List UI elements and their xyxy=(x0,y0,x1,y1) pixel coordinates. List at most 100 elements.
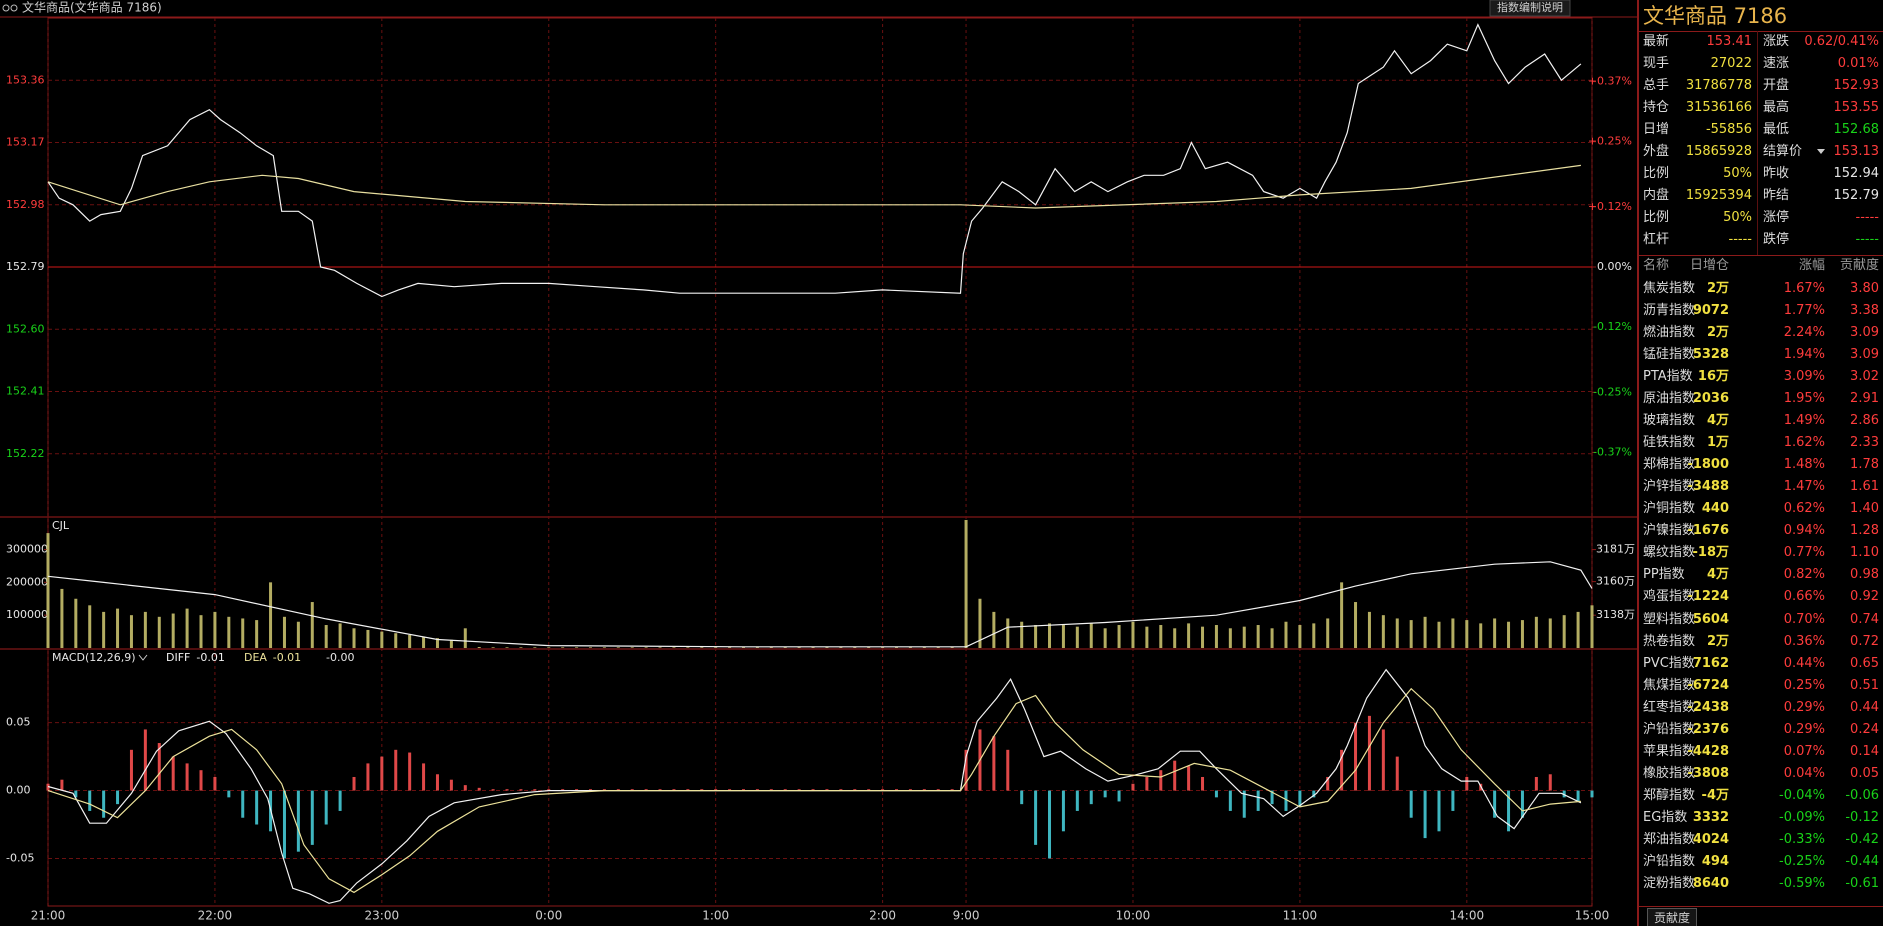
series-line xyxy=(47,164,1581,209)
bar xyxy=(1034,625,1038,648)
index-cell: -0.44 xyxy=(1845,853,1879,869)
index-cell: -0.33% xyxy=(1779,831,1825,847)
index-name[interactable]: EG指数 xyxy=(1643,809,1688,825)
index-cell: 0.51 xyxy=(1850,677,1879,693)
index-name[interactable]: PVC指数 xyxy=(1643,655,1695,671)
index-cell: 0.74 xyxy=(1850,611,1879,627)
bar xyxy=(60,779,64,791)
bar xyxy=(950,647,954,648)
index-name[interactable]: 淀粉指数 xyxy=(1643,875,1696,891)
index-cell: 1.10 xyxy=(1850,545,1879,561)
index-name[interactable]: PP指数 xyxy=(1643,567,1685,583)
bar xyxy=(936,647,940,648)
quote-value: 50% xyxy=(1723,166,1752,181)
index-name[interactable]: 螺纹指数 xyxy=(1643,545,1696,561)
menu-icon[interactable] xyxy=(2,4,10,12)
bar xyxy=(1507,790,1511,832)
index-cell: 0.25% xyxy=(1783,677,1825,693)
index-name[interactable]: 硅铁指数 xyxy=(1643,435,1696,451)
bar xyxy=(296,790,300,852)
index-name[interactable]: 原油指数 xyxy=(1643,391,1696,407)
quote-label: 日增 xyxy=(1643,122,1670,137)
quote-label: 比例 xyxy=(1643,210,1670,225)
bar xyxy=(853,647,857,648)
index-name[interactable]: 鸡蛋指数 xyxy=(1643,589,1696,605)
tab[interactable]: 贡献度 xyxy=(1647,908,1698,926)
x-tick-label: 0:00 xyxy=(535,909,562,923)
index-cell: 0.92 xyxy=(1850,589,1879,605)
index-cell: -0.42 xyxy=(1845,831,1879,847)
button-frame[interactable] xyxy=(1489,0,1571,17)
quote-value: 152.93 xyxy=(1833,78,1880,93)
bar xyxy=(435,774,439,791)
bar xyxy=(1242,790,1246,818)
bar xyxy=(1075,626,1079,648)
bar xyxy=(1228,790,1232,811)
quote-value: 153.55 xyxy=(1833,100,1880,115)
index-cell: -0.04% xyxy=(1779,787,1825,803)
index-name[interactable]: 沪镍指数 xyxy=(1643,523,1696,539)
dropdown-icon[interactable] xyxy=(1817,149,1825,154)
button-label[interactable]: 指数编制说明 xyxy=(1497,0,1563,14)
bar xyxy=(1534,616,1538,648)
bar xyxy=(1256,625,1260,648)
y-tick-label: 152.41 xyxy=(6,385,45,398)
index-name[interactable]: 沥青指数 xyxy=(1643,303,1696,318)
bar xyxy=(338,623,342,648)
y-tick-label: -0.05 xyxy=(6,851,34,864)
index-name[interactable]: 郑棉指数 xyxy=(1643,457,1696,473)
bar xyxy=(1465,776,1469,791)
index-cell: 0.44 xyxy=(1850,699,1879,715)
bar xyxy=(157,743,161,791)
bar xyxy=(811,647,815,648)
index-name[interactable]: 玻璃指数 xyxy=(1643,413,1696,429)
index-name[interactable]: 橡胶指数 xyxy=(1643,765,1696,781)
bar xyxy=(1340,749,1344,791)
bar xyxy=(1214,790,1218,798)
bar xyxy=(435,638,439,648)
index-name[interactable]: 焦炭指数 xyxy=(1643,281,1696,296)
index-name[interactable]: 沪铅指数 xyxy=(1643,853,1696,869)
y2-tick-label: 3138万 xyxy=(1596,608,1635,621)
index-cell: 1.94% xyxy=(1783,347,1825,363)
quote-value: 15865928 xyxy=(1685,144,1752,159)
index-cell: 1.77% xyxy=(1783,303,1825,318)
quote-label: 现手 xyxy=(1643,56,1670,71)
bar xyxy=(755,789,759,791)
bar xyxy=(199,615,203,648)
bar xyxy=(1034,790,1038,845)
bar xyxy=(575,789,579,791)
bar xyxy=(588,789,592,791)
bar xyxy=(255,790,259,825)
index-name[interactable]: 红枣指数 xyxy=(1643,699,1696,715)
index-name[interactable]: 沪铅指数 xyxy=(1643,721,1696,737)
window-title: 文华商品(文华商品 7186) xyxy=(22,0,162,15)
bar xyxy=(1131,621,1135,648)
bar xyxy=(658,647,662,648)
index-name[interactable]: 热卷指数 xyxy=(1643,633,1696,649)
bar xyxy=(714,789,718,791)
bar xyxy=(519,647,523,648)
bar xyxy=(630,647,634,648)
index-name[interactable]: 焦煤指数 xyxy=(1643,677,1696,693)
bar xyxy=(422,636,426,648)
index-cell: 1.78 xyxy=(1850,457,1879,473)
index-name[interactable]: 沪锌指数 xyxy=(1643,479,1696,495)
index-name[interactable]: 郑油指数 xyxy=(1643,831,1696,847)
index-name[interactable]: 塑料指数 xyxy=(1643,611,1696,627)
index-name[interactable]: 郑醇指数 xyxy=(1643,787,1696,803)
index-cell: 0.77% xyxy=(1783,545,1825,561)
bar xyxy=(1117,625,1121,648)
index-name[interactable]: 苹果指数 xyxy=(1643,743,1696,759)
index-cell: 1.67% xyxy=(1783,281,1825,296)
index-name[interactable]: PTA指数 xyxy=(1643,369,1693,385)
dropdown-icon xyxy=(138,654,148,661)
macd-legend-item: DEA -0.01 xyxy=(244,651,301,664)
index-name[interactable]: 沪铜指数 xyxy=(1643,501,1696,517)
bar xyxy=(477,647,481,648)
menu-icon[interactable] xyxy=(10,4,18,12)
index-cell: 0.29% xyxy=(1783,721,1825,737)
index-name[interactable]: 锰硅指数 xyxy=(1643,347,1696,363)
index-name[interactable]: 燃油指数 xyxy=(1643,325,1696,341)
bar xyxy=(241,790,245,818)
